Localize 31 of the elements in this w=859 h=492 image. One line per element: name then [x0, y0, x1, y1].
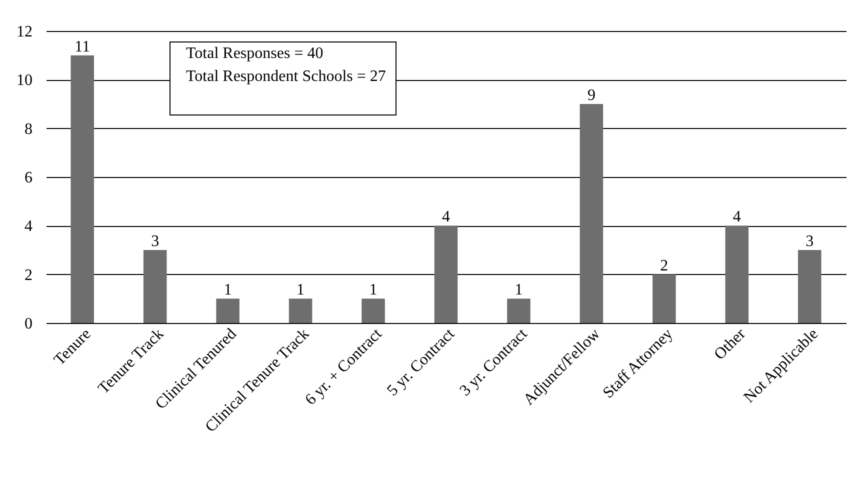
bar: [216, 298, 240, 323]
annotation: Total Responses = 40: [186, 45, 324, 62]
data-label: 11: [74, 38, 90, 56]
data-label: 1: [224, 282, 232, 299]
bar: [798, 250, 822, 323]
data-label: 1: [296, 282, 305, 299]
y-tick-label: 6: [24, 170, 32, 186]
data-label: 1: [514, 282, 523, 299]
data-label: 4: [732, 208, 741, 226]
bar: [288, 298, 312, 323]
bar: [507, 298, 530, 323]
bar: [143, 250, 167, 323]
data-label: 4: [442, 208, 450, 226]
data-label: 9: [587, 87, 596, 104]
bar: [652, 274, 676, 323]
data-label: 1: [369, 282, 378, 299]
y-tick-label: 10: [16, 72, 32, 90]
y-tick-label: 0: [24, 316, 32, 332]
bar: [362, 298, 385, 323]
bar: [580, 104, 604, 323]
data-label: 3: [151, 233, 160, 250]
bar: [434, 226, 458, 323]
bar: [725, 226, 749, 323]
data-label: 2: [660, 257, 668, 274]
bar: [70, 55, 94, 323]
data-label: 3: [806, 233, 814, 250]
y-tick-label: 8: [24, 120, 32, 138]
annotation: Total Respondent Schools = 27: [186, 68, 386, 85]
y-tick-label: 2: [24, 266, 32, 284]
y-tick-label: 12: [16, 24, 32, 40]
y-tick-label: 4: [24, 218, 32, 236]
